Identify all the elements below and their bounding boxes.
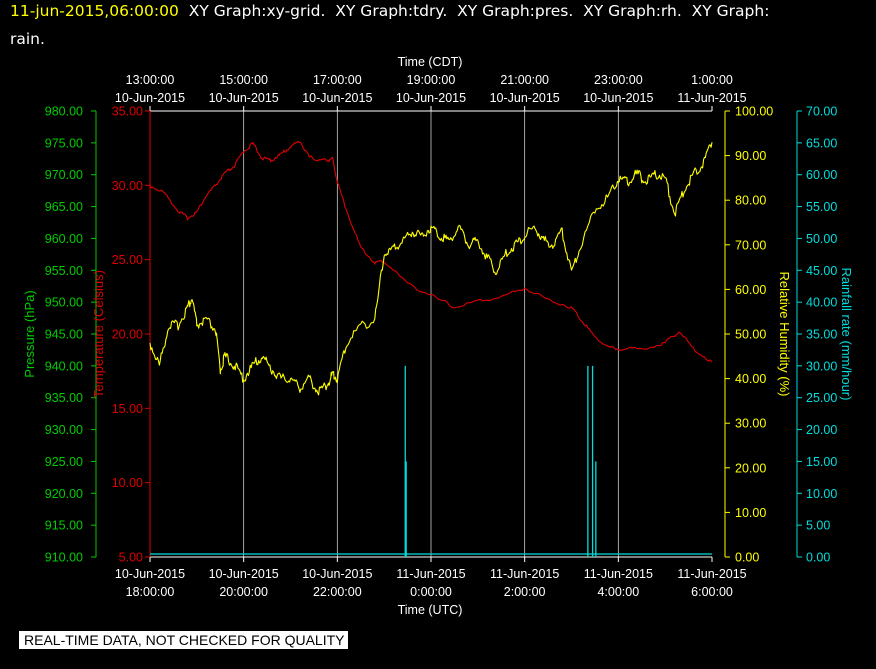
quality-disclaimer: REAL-TIME DATA, NOT CHECKED FOR QUALITY — [19, 631, 349, 649]
top-tick-label-date: 10-Jun-2015 — [490, 91, 560, 105]
pressure-tick-label: 955.00 — [45, 264, 83, 278]
x-tick-label-time: 6:00:00 — [691, 585, 733, 599]
x-axis-title-utc: Time (UTC) — [398, 603, 463, 617]
x-tick-label-date: 11-Jun-2015 — [677, 567, 746, 581]
pressure-tick-label: 960.00 — [45, 232, 83, 246]
x-tick-label-date: 10-Jun-2015 — [115, 567, 185, 581]
pressure-tick-label: 950.00 — [45, 296, 83, 310]
rain-tick-label: 50.00 — [806, 232, 837, 246]
rain-tick-label: 60.00 — [806, 168, 837, 182]
x-tick-label-date: 11-Jun-2015 — [490, 567, 559, 581]
temperature-tick-label: 15.00 — [112, 402, 143, 416]
humidity-tick-label: 90.00 — [735, 149, 766, 163]
pressure-tick-label: 930.00 — [45, 423, 83, 437]
pressure-tick-label: 925.00 — [45, 455, 83, 469]
temperature-tick-label: 35.00 — [112, 105, 143, 119]
top-tick-label-date: 10-Jun-2015 — [209, 91, 279, 105]
rain-tick-label: 10.00 — [806, 487, 837, 501]
pressure-tick-label: 980.00 — [45, 105, 83, 119]
top-tick-label-date: 10-Jun-2015 — [396, 91, 466, 105]
humidity-tick-label: 70.00 — [735, 238, 766, 252]
rain-tick-label: 45.00 — [806, 264, 837, 278]
temperature-tick-label: 25.00 — [112, 253, 143, 267]
pressure-tick-label: 935.00 — [45, 391, 83, 405]
x-tick-label-date: 11-Jun-2015 — [584, 567, 653, 581]
humidity-tick-label: 50.00 — [735, 328, 766, 342]
top-tick-label-date: 10-Jun-2015 — [583, 91, 653, 105]
pressure-tick-label: 910.00 — [45, 551, 83, 565]
top-tick-label-date: 11-Jun-2015 — [677, 91, 746, 105]
rain-tick-label: 70.00 — [806, 105, 837, 119]
x-tick-label-time: 22:00:00 — [313, 585, 362, 599]
temperature-tick-label: 5.00 — [119, 551, 143, 565]
x-tick-label-time: 20:00:00 — [219, 585, 268, 599]
humidity-tick-label: 60.00 — [735, 283, 766, 297]
top-tick-label-date: 10-Jun-2015 — [115, 91, 185, 105]
x-tick-label-date: 11-Jun-2015 — [396, 567, 465, 581]
x-tick-label-time: 4:00:00 — [597, 585, 639, 599]
rain-axis-title: Rainfall rate (mm/hour) — [839, 268, 854, 401]
humidity-tick-label: 0.00 — [735, 551, 759, 565]
rain-tick-label: 40.00 — [806, 296, 837, 310]
top-tick-label-time: 19:00:00 — [407, 73, 456, 87]
chart-header: 11-jun-2015,06:00:00 XY Graph:xy-grid. X… — [10, 2, 769, 20]
rain-tick-label: 20.00 — [806, 423, 837, 437]
rh-series-line — [149, 142, 713, 396]
chart-header-line2: rain. — [10, 30, 45, 48]
top-tick-label-date: 10-Jun-2015 — [302, 91, 372, 105]
temperature-tick-label: 30.00 — [112, 179, 143, 193]
x-tick-label-date: 10-Jun-2015 — [209, 567, 279, 581]
rain-tick-label: 30.00 — [806, 359, 837, 373]
top-tick-label-time: 13:00:00 — [126, 73, 175, 87]
x-tick-label-time: 18:00:00 — [126, 585, 175, 599]
x-tick-label-time: 0:00:00 — [410, 585, 452, 599]
rain-tick-label: 65.00 — [806, 136, 837, 150]
top-tick-label-time: 17:00:00 — [313, 73, 362, 87]
rain-tick-label: 55.00 — [806, 200, 837, 214]
pressure-tick-label: 975.00 — [45, 136, 83, 150]
rain-tick-label: 35.00 — [806, 328, 837, 342]
timestamp: 11-jun-2015,06:00:00 — [10, 2, 179, 20]
humidity-tick-label: 40.00 — [735, 372, 766, 386]
tdry-series-line — [149, 140, 713, 363]
temperature-tick-label: 10.00 — [112, 476, 143, 490]
top-tick-label-time: 21:00:00 — [500, 73, 549, 87]
pressure-tick-label: 920.00 — [45, 487, 83, 501]
rain-tick-label: 5.00 — [806, 519, 830, 533]
top-tick-label-time: 15:00:00 — [219, 73, 268, 87]
pressure-tick-label: 965.00 — [45, 200, 83, 214]
humidity-tick-label: 80.00 — [735, 194, 766, 208]
x-axis-title-cdt: Time (CDT) — [398, 55, 463, 69]
rain-tick-label: 15.00 — [806, 455, 837, 469]
graph-titles: XY Graph:xy-grid. XY Graph:tdry. XY Grap… — [178, 2, 770, 20]
humidity-tick-label: 30.00 — [735, 417, 766, 431]
pressure-axis-title: Pressure (hPa) — [22, 290, 37, 377]
humidity-tick-label: 10.00 — [735, 506, 766, 520]
pressure-tick-label: 940.00 — [45, 359, 83, 373]
pressure-tick-label: 915.00 — [45, 519, 83, 533]
rain-tick-label: 0.00 — [806, 551, 830, 565]
humidity-axis-title: Relative Humidity (%) — [777, 272, 792, 397]
rain-tick-label: 25.00 — [806, 391, 837, 405]
top-tick-label-time: 23:00:00 — [594, 73, 643, 87]
humidity-tick-label: 20.00 — [735, 461, 766, 475]
temperature-axis-title: Temperature (Celsius) — [91, 270, 106, 398]
top-tick-label-time: 1:00:00 — [691, 73, 733, 87]
humidity-tick-label: 100.00 — [735, 105, 773, 119]
pressure-tick-label: 945.00 — [45, 328, 83, 342]
x-tick-label-time: 2:00:00 — [504, 585, 546, 599]
x-tick-label-date: 10-Jun-2015 — [302, 567, 372, 581]
pressure-tick-label: 970.00 — [45, 168, 83, 182]
temperature-tick-label: 20.00 — [112, 328, 143, 342]
